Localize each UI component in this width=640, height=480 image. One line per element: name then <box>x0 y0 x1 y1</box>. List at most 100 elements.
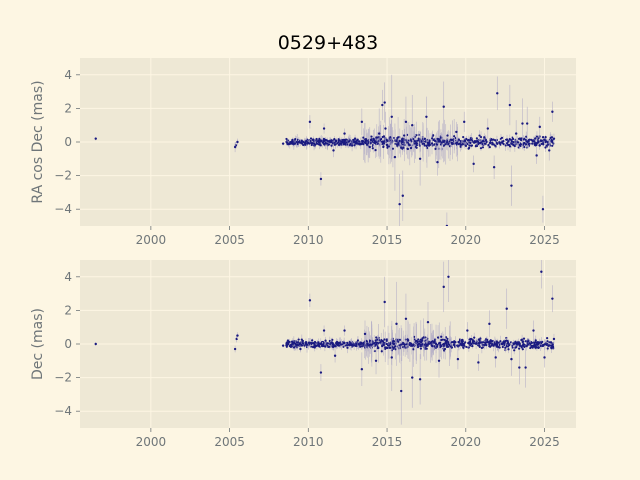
data-point <box>517 342 520 345</box>
data-point <box>483 344 486 347</box>
data-point <box>544 136 547 139</box>
data-point <box>467 342 470 345</box>
data-point <box>435 345 439 348</box>
data-point <box>523 145 526 149</box>
data-point <box>523 345 526 348</box>
data-point <box>540 139 543 142</box>
data-point <box>355 140 358 143</box>
data-point <box>310 143 313 147</box>
data-point <box>400 389 403 393</box>
data-point <box>546 347 549 350</box>
data-point <box>484 142 487 145</box>
data-point <box>440 335 443 338</box>
data-point <box>457 143 460 146</box>
data-point <box>399 146 402 149</box>
data-point <box>488 146 491 149</box>
data-point <box>363 332 367 336</box>
data-point <box>428 140 431 143</box>
data-point <box>294 137 297 141</box>
data-point <box>418 340 421 343</box>
data-point <box>322 137 326 140</box>
data-point <box>313 340 317 344</box>
data-point <box>306 142 309 145</box>
data-point <box>334 345 337 348</box>
data-point <box>383 338 386 341</box>
data-point <box>521 341 524 344</box>
data-point <box>535 346 538 349</box>
data-point <box>440 141 444 144</box>
data-point <box>321 343 324 346</box>
data-point <box>525 122 529 125</box>
data-point <box>549 136 552 139</box>
data-point <box>311 138 314 142</box>
data-point <box>332 343 335 347</box>
data-point <box>418 342 421 345</box>
data-point <box>479 135 483 139</box>
data-point <box>412 348 415 351</box>
data-point <box>292 341 296 344</box>
data-point <box>464 144 468 147</box>
data-point <box>541 135 545 139</box>
data-point <box>435 143 439 146</box>
data-point <box>481 146 485 149</box>
data-point <box>535 154 538 157</box>
data-point <box>385 339 388 343</box>
data-point <box>443 347 447 351</box>
data-point <box>305 140 308 143</box>
data-point <box>470 342 473 346</box>
data-point <box>340 140 343 143</box>
data-point <box>438 343 442 347</box>
data-point <box>326 142 329 145</box>
data-point <box>494 356 497 359</box>
panel-dec: 2000 2005 2010 2015 2020 2025 4 2 0 −2 −4 Dec (mas) <box>30 260 576 449</box>
data-point <box>492 138 495 141</box>
data-point <box>426 320 430 324</box>
data-point <box>359 143 362 146</box>
data-point <box>449 138 452 141</box>
data-point <box>536 340 539 344</box>
data-point <box>448 343 451 347</box>
data-point <box>430 142 434 145</box>
data-point <box>301 341 304 345</box>
data-point <box>362 143 365 146</box>
data-point <box>319 371 323 374</box>
data-point <box>407 339 410 342</box>
data-point <box>418 157 422 160</box>
data-point <box>446 134 449 137</box>
data-point <box>452 343 455 347</box>
data-point <box>296 344 300 347</box>
data-point <box>308 142 311 145</box>
data-point <box>423 343 426 346</box>
data-point <box>549 341 553 344</box>
data-point <box>551 110 554 113</box>
data-point <box>499 340 502 343</box>
data-point <box>434 139 437 143</box>
data-point <box>417 139 420 142</box>
data-point <box>536 141 539 144</box>
data-point <box>439 143 443 146</box>
data-point <box>401 137 404 140</box>
data-point <box>449 345 452 348</box>
data-point <box>285 341 288 344</box>
data-point <box>326 139 329 142</box>
data-point <box>394 345 397 348</box>
data-point <box>510 184 513 187</box>
data-point <box>362 136 365 139</box>
data-point <box>504 144 507 147</box>
data-point <box>350 144 354 147</box>
data-point <box>369 138 372 141</box>
data-point <box>395 322 398 326</box>
data-point <box>304 142 307 145</box>
data-point <box>543 343 547 346</box>
data-point <box>421 339 424 342</box>
data-point <box>335 340 339 344</box>
data-point <box>525 345 528 348</box>
data-point <box>432 134 435 137</box>
data-point <box>313 342 316 346</box>
x-tick-label: 2025 <box>529 435 560 449</box>
data-point <box>334 140 337 143</box>
data-point <box>376 338 379 341</box>
data-point <box>289 141 292 144</box>
data-point <box>394 140 397 143</box>
